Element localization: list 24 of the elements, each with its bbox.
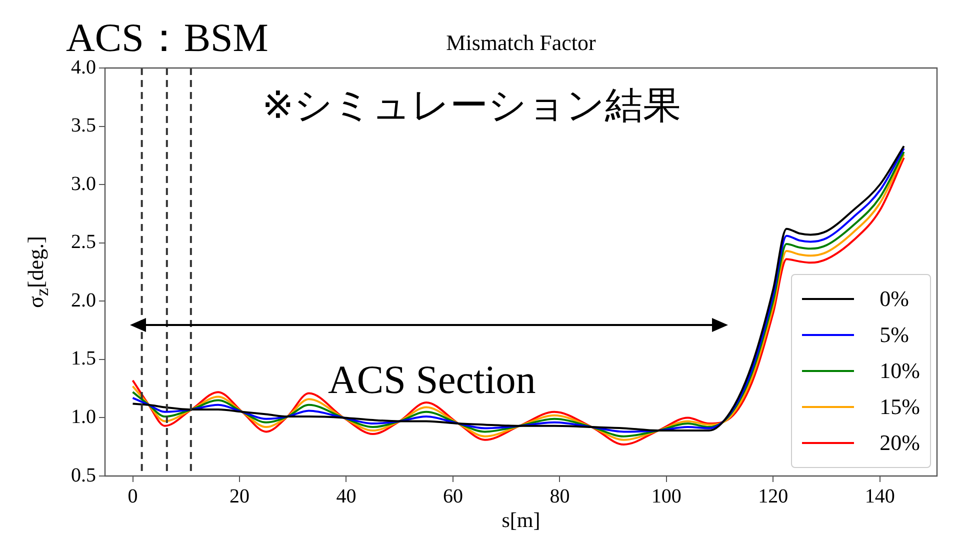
x-tick-label: 0 bbox=[128, 485, 138, 508]
x-tick-label: 40 bbox=[336, 485, 356, 508]
annotation: ※シミュレーション結果 bbox=[262, 82, 681, 129]
x-tick-label: 20 bbox=[229, 485, 250, 508]
chart-title: Mismatch Factor bbox=[446, 30, 596, 56]
x-tick-label: 120 bbox=[758, 485, 788, 508]
x-axis-title: s[m] bbox=[502, 508, 540, 533]
y-tick-label: 2.5 bbox=[71, 231, 96, 254]
y-tick-label: 3.5 bbox=[71, 114, 96, 137]
y-tick-label: 0.5 bbox=[71, 464, 96, 486]
y-tick-label: 1.5 bbox=[71, 348, 96, 370]
x-tick-label: 140 bbox=[864, 485, 895, 508]
legend-label: 5% bbox=[880, 322, 909, 348]
legend-label: 15% bbox=[880, 394, 920, 420]
y-tick-label: 3.0 bbox=[71, 172, 96, 195]
y-tick-label: 2.0 bbox=[71, 289, 96, 312]
x-tick-label: 60 bbox=[442, 485, 463, 508]
x-tick-label: 100 bbox=[651, 485, 682, 508]
legend-label: 10% bbox=[880, 358, 920, 384]
legend-label: 0% bbox=[880, 286, 909, 312]
x-tick-label: 80 bbox=[550, 485, 570, 508]
legend-label: 20% bbox=[880, 430, 920, 456]
y-tick-label: 1.0 bbox=[71, 406, 96, 428]
annotation: ACS Section bbox=[328, 356, 536, 403]
